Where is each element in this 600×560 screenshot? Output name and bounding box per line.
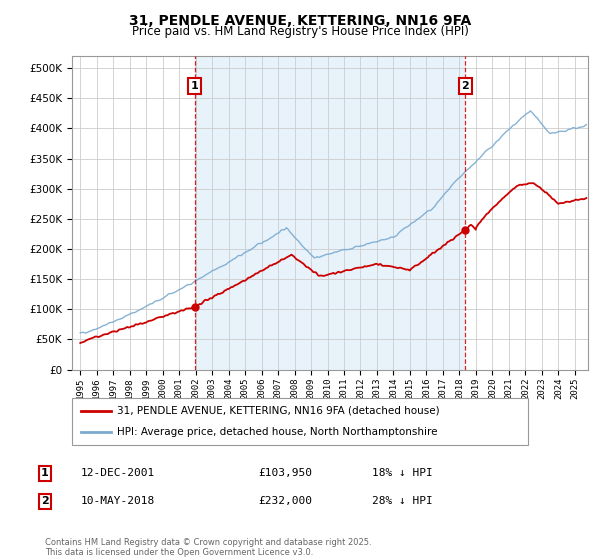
Bar: [195, 56, 466, 370]
Text: 1: 1: [41, 468, 49, 478]
Text: 31, PENDLE AVENUE, KETTERING, NN16 9FA: 31, PENDLE AVENUE, KETTERING, NN16 9FA: [129, 14, 471, 28]
Text: 2: 2: [461, 81, 469, 91]
Text: Contains HM Land Registry data © Crown copyright and database right 2025.
This d: Contains HM Land Registry data © Crown c…: [45, 538, 371, 557]
Text: 10-MAY-2018: 10-MAY-2018: [81, 496, 155, 506]
Text: 18% ↓ HPI: 18% ↓ HPI: [372, 468, 433, 478]
Text: 1: 1: [191, 81, 199, 91]
Text: 28% ↓ HPI: 28% ↓ HPI: [372, 496, 433, 506]
Text: 12-DEC-2001: 12-DEC-2001: [81, 468, 155, 478]
Text: HPI: Average price, detached house, North Northamptonshire: HPI: Average price, detached house, Nort…: [117, 427, 437, 437]
Text: £103,950: £103,950: [258, 468, 312, 478]
Text: 2: 2: [41, 496, 49, 506]
Text: 31, PENDLE AVENUE, KETTERING, NN16 9FA (detached house): 31, PENDLE AVENUE, KETTERING, NN16 9FA (…: [117, 406, 440, 416]
Text: £232,000: £232,000: [258, 496, 312, 506]
Text: Price paid vs. HM Land Registry's House Price Index (HPI): Price paid vs. HM Land Registry's House …: [131, 25, 469, 38]
